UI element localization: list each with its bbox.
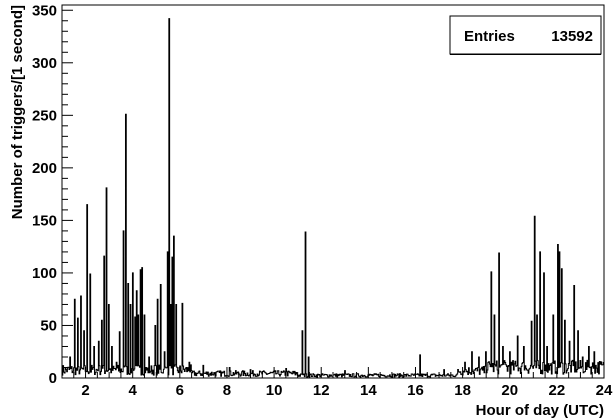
- x-tick-label: 8: [223, 382, 231, 399]
- x-tick-label: 22: [549, 382, 566, 399]
- stats-entries-value: 13592: [551, 28, 593, 45]
- y-tick-label: 100: [32, 265, 57, 282]
- y-tick-label: 50: [40, 317, 57, 334]
- y-tick-label: 150: [32, 212, 57, 229]
- plot-frame: [61, 4, 605, 379]
- stats-box-shadow: [450, 54, 601, 55]
- y-tick-label: 200: [32, 160, 57, 177]
- x-tick-label: 16: [407, 382, 424, 399]
- stats-box: Entries 13592: [449, 15, 602, 55]
- x-tick-label: 20: [501, 382, 518, 399]
- y-axis-title: Number of triggers/[1 second]: [9, 5, 26, 219]
- x-tick-label: 6: [176, 382, 184, 399]
- y-axis-ticks: 0 50 100 150 200 250 300 350: [32, 2, 73, 387]
- y-tick-label: 0: [49, 370, 57, 387]
- y-tick-label: 250: [32, 107, 57, 124]
- x-tick-label: 10: [266, 382, 283, 399]
- x-tick-label: 2: [81, 382, 89, 399]
- y-tick-label: 300: [32, 55, 57, 72]
- x-tick-label: 12: [313, 382, 330, 399]
- y-tick-label: 350: [32, 2, 57, 19]
- x-axis-title: Hour of day (UTC): [476, 402, 604, 419]
- x-tick-label: 24: [596, 382, 613, 399]
- x-tick-label: 14: [360, 382, 377, 399]
- stats-box-frame: [449, 15, 602, 55]
- histogram-series: [61, 18, 604, 378]
- x-tick-label: 4: [129, 382, 138, 399]
- x-tick-label: 18: [454, 382, 471, 399]
- stats-entries-label: Entries: [464, 28, 515, 45]
